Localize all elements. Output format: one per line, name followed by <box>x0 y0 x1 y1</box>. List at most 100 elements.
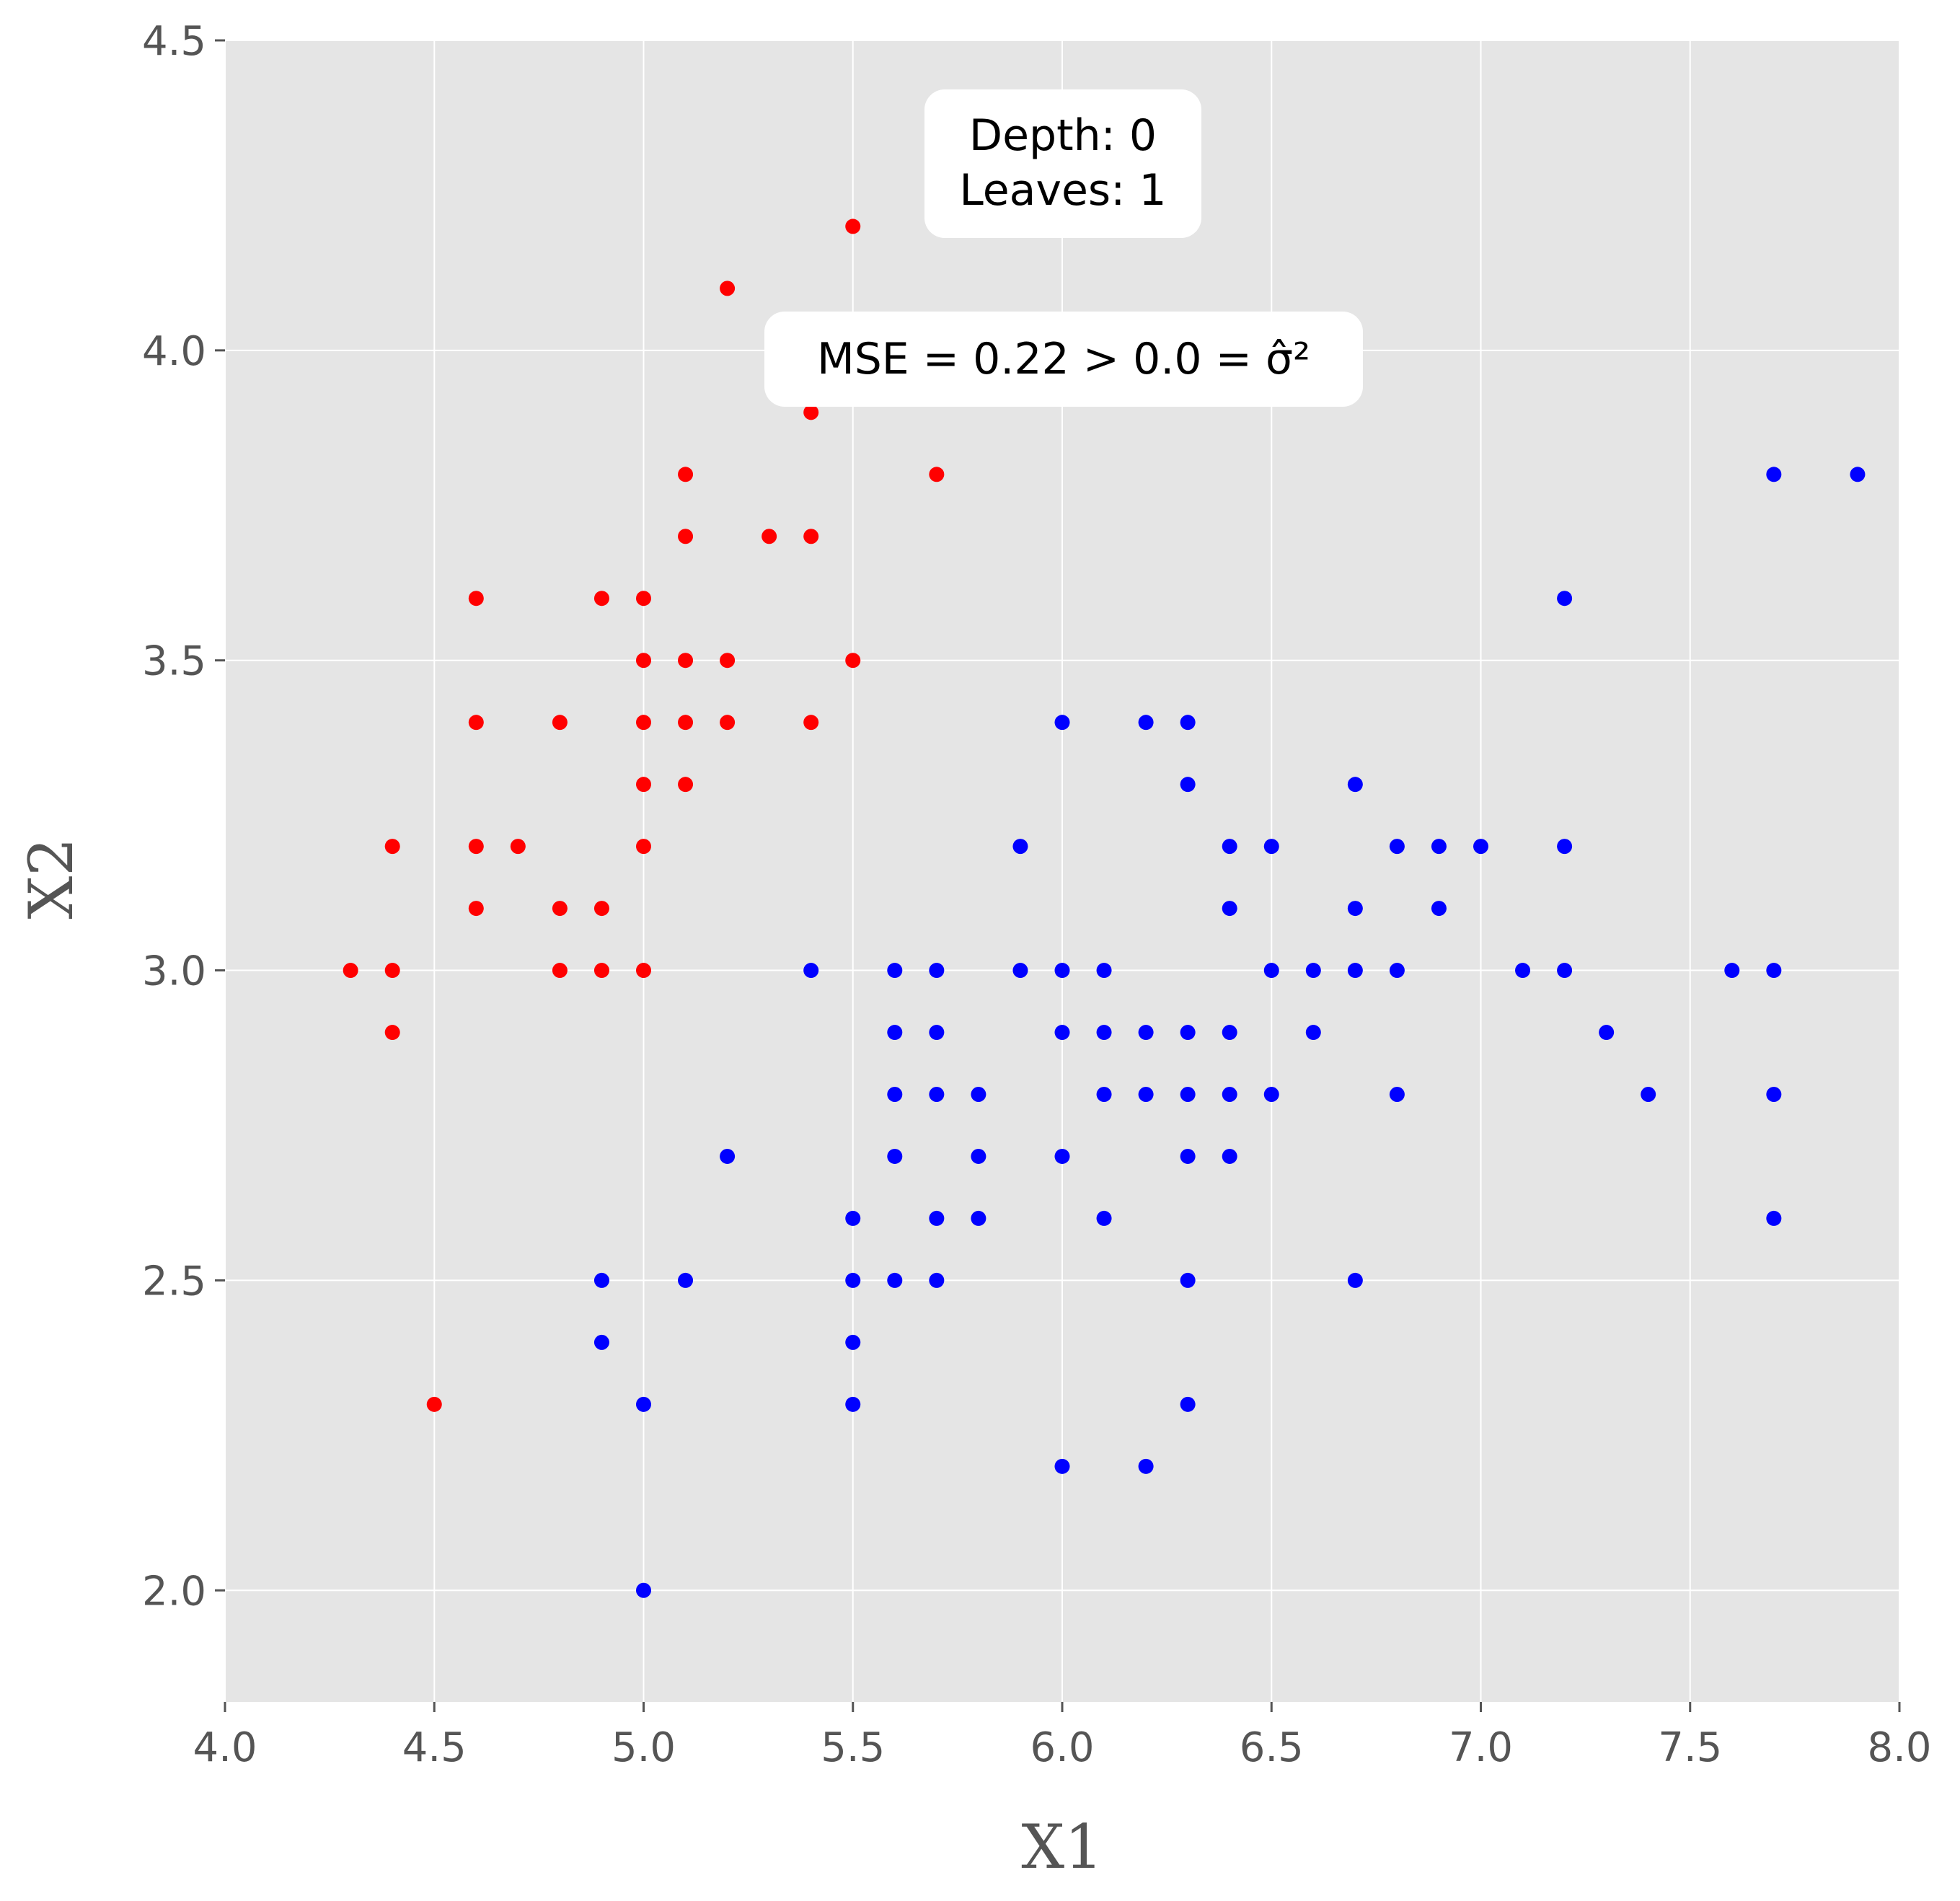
data-point-series-0 <box>593 591 609 607</box>
data-point-series-1 <box>1389 839 1405 855</box>
data-point-series-1 <box>1180 1148 1196 1164</box>
data-point-series-1 <box>1096 1086 1112 1102</box>
data-point-series-1 <box>1431 839 1447 855</box>
data-point-series-1 <box>1599 1025 1615 1041</box>
data-point-series-0 <box>678 467 694 482</box>
data-point-series-1 <box>1263 839 1279 855</box>
x-tick-label: 4.0 <box>193 1724 257 1771</box>
data-point-series-1 <box>1096 1025 1112 1041</box>
data-point-series-1 <box>1054 1458 1070 1474</box>
data-point-series-1 <box>971 1148 986 1164</box>
data-point-series-1 <box>1180 1025 1196 1041</box>
data-point-series-1 <box>1557 839 1573 855</box>
data-point-series-1 <box>803 963 819 979</box>
depth-label: Depth: 0 <box>969 110 1157 161</box>
data-point-series-0 <box>636 963 651 979</box>
y-tick-label: 2.5 <box>142 1258 206 1305</box>
data-point-series-1 <box>1263 1086 1279 1102</box>
data-point-series-1 <box>1054 1148 1070 1164</box>
data-point-series-1 <box>1222 1025 1237 1041</box>
data-point-series-1 <box>1096 963 1112 979</box>
data-point-series-1 <box>929 1272 945 1288</box>
data-point-series-0 <box>636 839 651 855</box>
data-point-series-0 <box>803 405 819 420</box>
x-tick-label: 7.5 <box>1658 1724 1722 1771</box>
data-point-series-1 <box>887 1025 903 1041</box>
data-point-series-1 <box>1557 963 1573 979</box>
data-point-series-1 <box>1850 467 1866 482</box>
data-point-series-0 <box>720 653 736 669</box>
data-points <box>343 219 1866 1598</box>
data-point-series-1 <box>845 1210 861 1226</box>
data-point-series-0 <box>468 715 484 731</box>
data-point-series-1 <box>1305 963 1321 979</box>
data-point-series-1 <box>1180 1086 1196 1102</box>
x-tick-label: 8.0 <box>1867 1724 1931 1771</box>
data-point-series-1 <box>1389 963 1405 979</box>
data-point-series-1 <box>636 1582 651 1598</box>
data-point-series-1 <box>929 1086 945 1102</box>
data-point-series-1 <box>1515 963 1531 979</box>
data-point-series-0 <box>343 963 358 979</box>
x-tick-label: 5.5 <box>821 1724 885 1771</box>
data-point-series-0 <box>678 653 694 669</box>
data-point-series-0 <box>468 901 484 917</box>
data-point-series-1 <box>1012 963 1028 979</box>
data-point-series-0 <box>636 715 651 731</box>
data-point-series-0 <box>636 591 651 607</box>
data-point-series-0 <box>552 963 568 979</box>
data-point-series-1 <box>1180 715 1196 731</box>
data-point-series-1 <box>1138 1458 1154 1474</box>
data-point-series-1 <box>636 1396 651 1412</box>
mse-annotation-box <box>764 312 1363 407</box>
data-point-series-0 <box>720 715 736 731</box>
data-point-series-1 <box>1766 1086 1782 1102</box>
data-point-series-0 <box>384 839 400 855</box>
data-point-series-0 <box>384 1025 400 1041</box>
data-point-series-1 <box>678 1272 694 1288</box>
data-point-series-1 <box>1431 901 1447 917</box>
data-point-series-0 <box>468 591 484 607</box>
data-point-series-0 <box>929 467 945 482</box>
data-point-series-1 <box>845 1334 861 1350</box>
data-point-series-1 <box>1054 963 1070 979</box>
data-point-series-1 <box>887 1272 903 1288</box>
leaves-label: Leaves: 1 <box>959 165 1166 216</box>
data-point-series-0 <box>678 529 694 544</box>
data-point-series-1 <box>1641 1086 1656 1102</box>
mse-label: MSE = 0.22 > 0.0 = σ̂² <box>817 334 1310 384</box>
y-tick-label: 2.0 <box>142 1568 206 1615</box>
data-point-series-1 <box>971 1210 986 1226</box>
data-point-series-0 <box>678 715 694 731</box>
y-tick-label: 4.5 <box>142 18 206 65</box>
data-point-series-1 <box>593 1272 609 1288</box>
data-point-series-1 <box>845 1272 861 1288</box>
data-point-series-1 <box>887 963 903 979</box>
data-point-series-0 <box>552 901 568 917</box>
data-point-series-1 <box>1180 777 1196 793</box>
data-point-series-0 <box>384 963 400 979</box>
depth-annotation-box <box>924 89 1201 238</box>
data-point-series-1 <box>1096 1210 1112 1226</box>
data-point-series-0 <box>426 1396 442 1412</box>
data-point-series-1 <box>1222 1148 1237 1164</box>
data-point-series-1 <box>1557 591 1573 607</box>
x-axis-title: X1 <box>1021 1812 1103 1882</box>
data-point-series-1 <box>1389 1086 1405 1102</box>
data-point-series-1 <box>1012 839 1028 855</box>
x-tick-label: 6.5 <box>1240 1724 1304 1771</box>
data-point-series-1 <box>1347 963 1363 979</box>
data-point-series-1 <box>1138 1025 1154 1041</box>
data-point-series-1 <box>1347 901 1363 917</box>
data-point-series-1 <box>887 1086 903 1102</box>
data-point-series-1 <box>1347 1272 1363 1288</box>
data-point-series-0 <box>510 839 526 855</box>
data-point-series-1 <box>929 1025 945 1041</box>
data-point-series-0 <box>636 653 651 669</box>
mse-annotation: MSE = 0.22 > 0.0 = σ̂² <box>764 312 1363 407</box>
x-tick-label: 7.0 <box>1449 1724 1513 1771</box>
data-point-series-1 <box>1305 1025 1321 1041</box>
data-point-series-1 <box>1766 1210 1782 1226</box>
data-point-series-1 <box>1054 715 1070 731</box>
